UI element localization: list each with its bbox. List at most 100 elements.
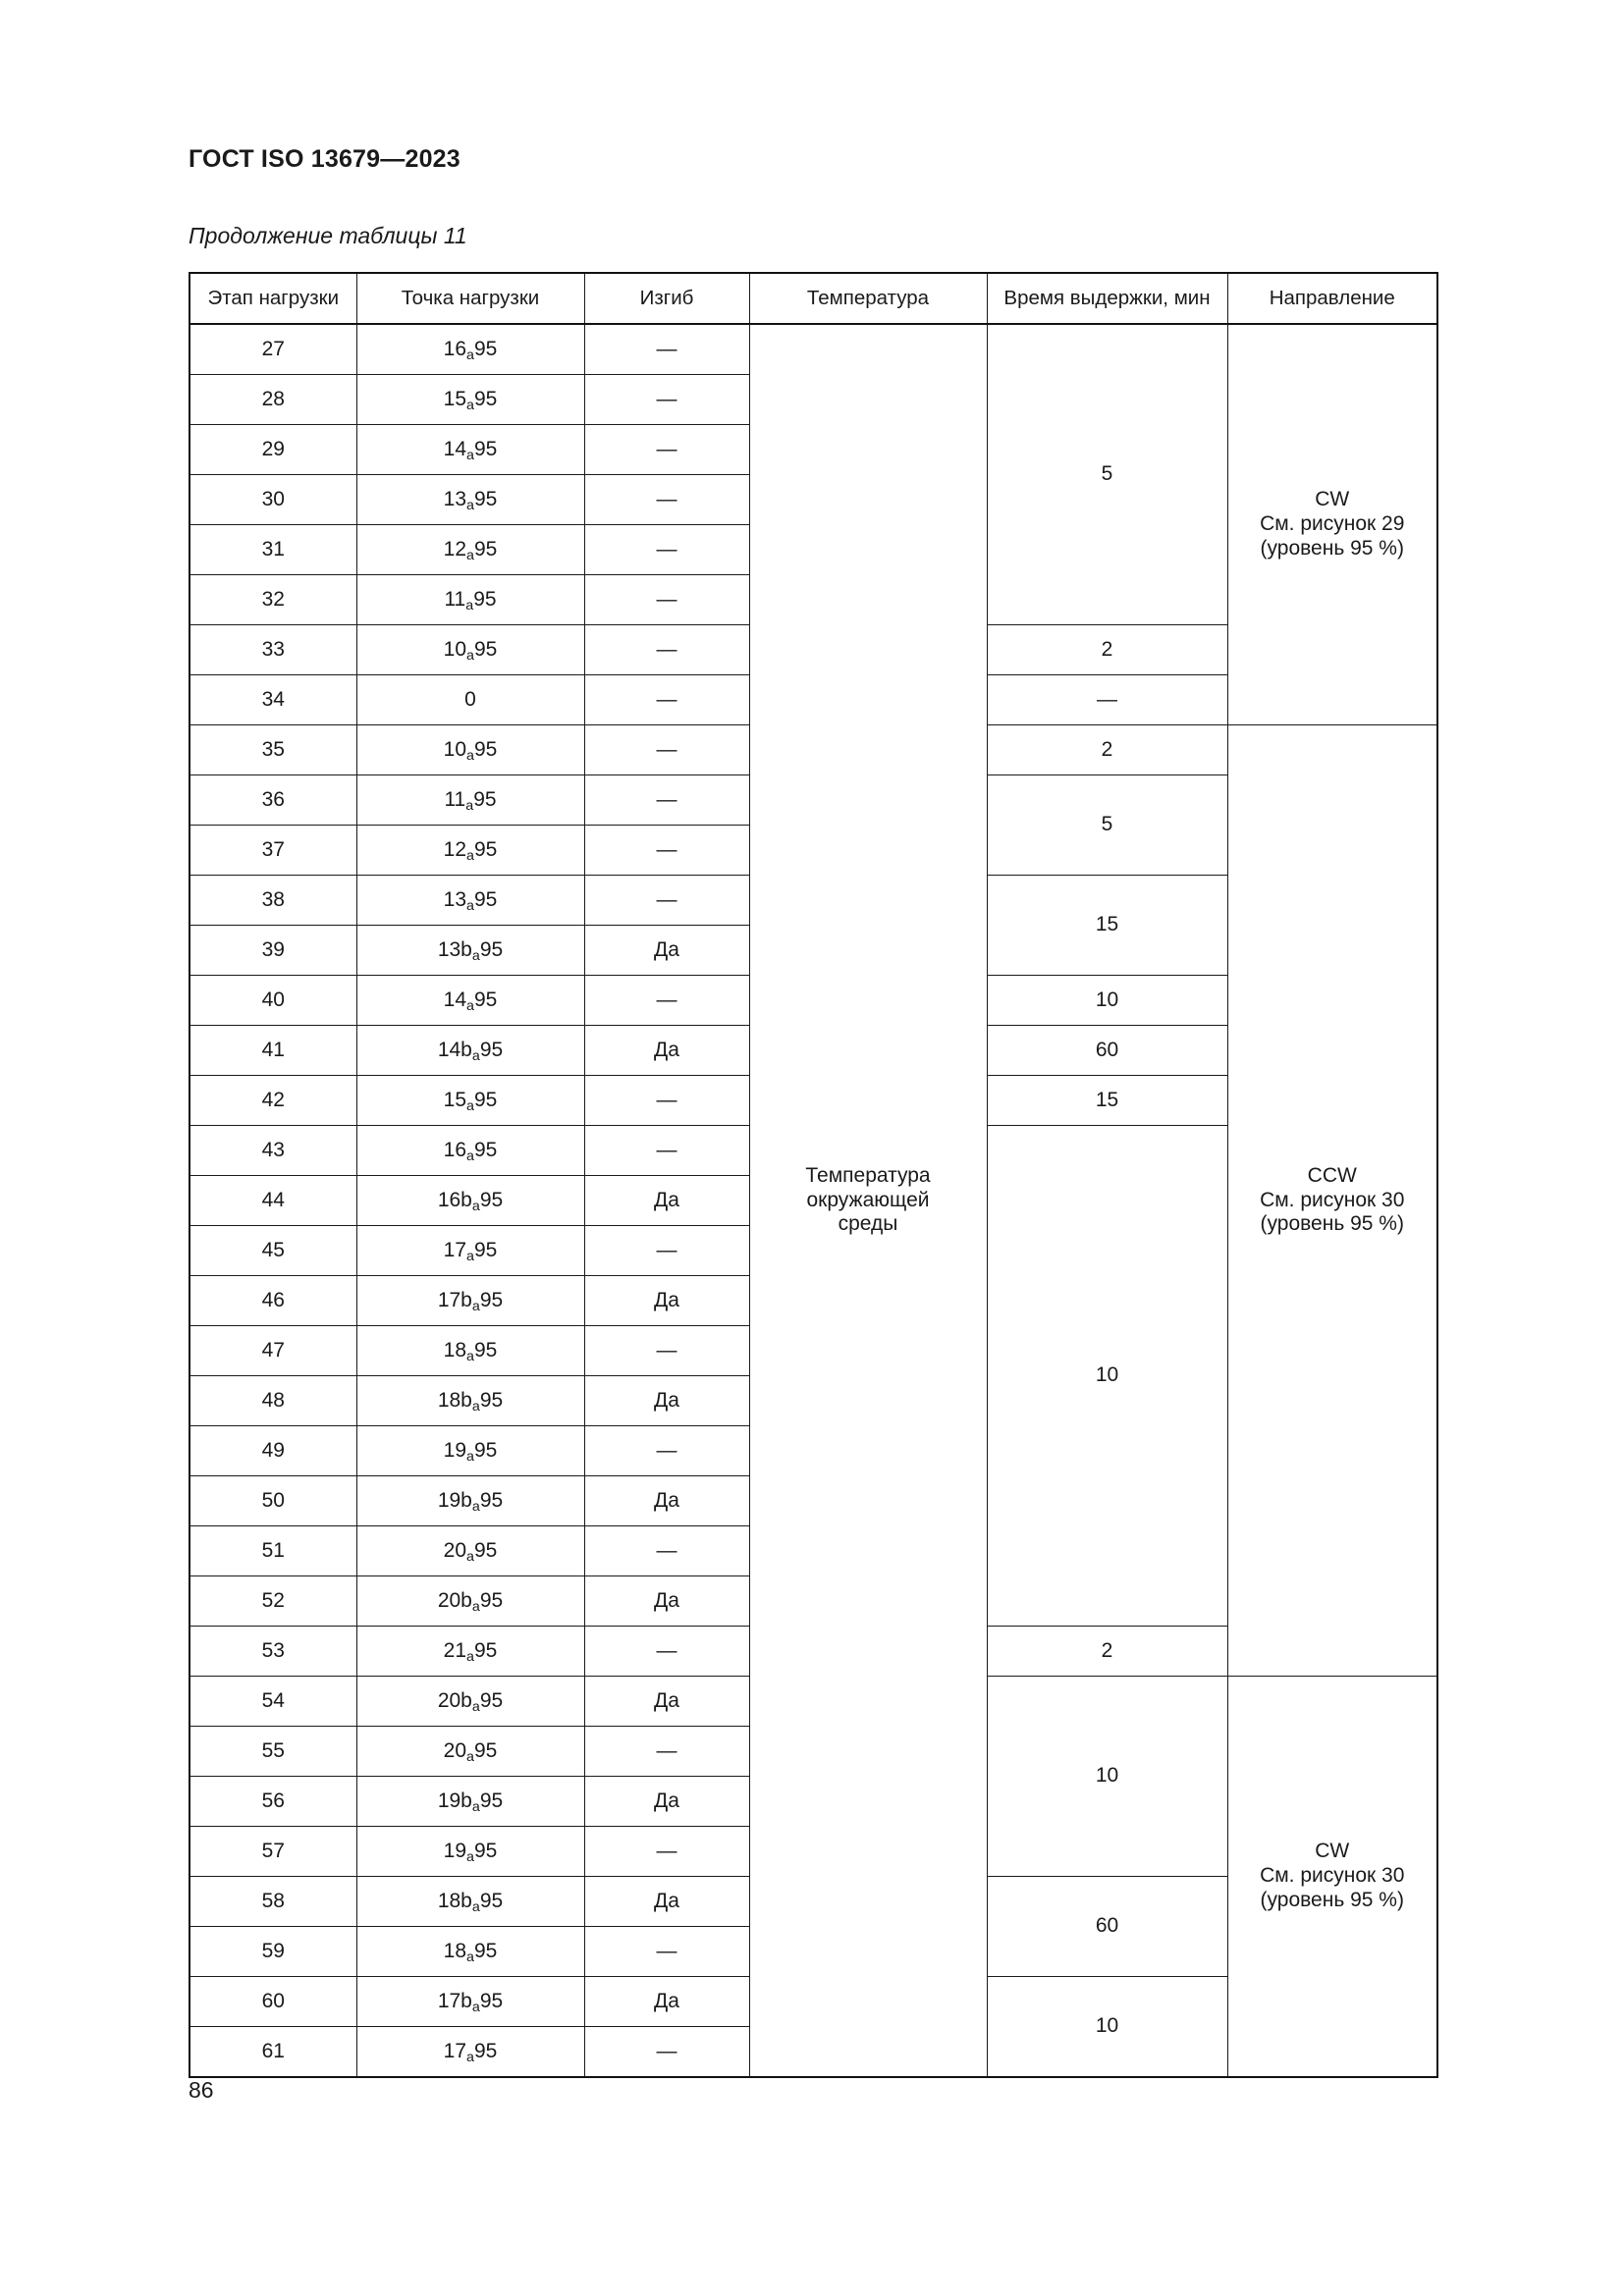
cell-load-point: 12a95: [355, 524, 585, 575]
table-row: 43 16a95 — 10: [189, 1125, 1437, 1627]
cell-hold-time: 5: [986, 774, 1228, 876]
cell-bend: Да: [583, 1976, 750, 2027]
cell-load-stage: 28: [189, 374, 357, 425]
load-schedule-table: Этап нагрузки Точка нагрузки Изгиб Темпе…: [189, 272, 1438, 2078]
column-header-bend: Изгиб: [583, 272, 750, 325]
table-row: 28 15a95—: [189, 374, 1437, 425]
table-row: 45 17a95—: [189, 1225, 1437, 1276]
cell-load-stage: 49: [189, 1425, 357, 1476]
table-row: 41 14ba95 Да 60: [189, 1025, 1437, 1076]
cell-load-point: 20a95: [355, 1726, 585, 1777]
cell-bend: —: [583, 624, 750, 675]
cell-load-stage: 35: [189, 724, 357, 775]
cell-bend: —: [583, 1225, 750, 1276]
table-row: 57 19a95—: [189, 1826, 1437, 1877]
cell-bend: —: [583, 1325, 750, 1376]
cell-bend: —: [583, 1425, 750, 1476]
cell-load-point: 17ba95: [355, 1976, 585, 2027]
cell-load-point: 14a95: [355, 424, 585, 475]
cell-load-point: 13a95: [355, 875, 585, 926]
cell-load-stage: 59: [189, 1926, 357, 1977]
cell-bend: —: [583, 1525, 750, 1576]
cell-direction: CW См. рисунок 30 (уровень 95 %): [1226, 1676, 1438, 2078]
cell-load-point: 18a95: [355, 1926, 585, 1977]
cell-load-stage: 27: [189, 323, 357, 375]
cell-direction: CCW См. рисунок 30 (уровень 95 %): [1226, 724, 1438, 1677]
cell-bend: —: [583, 1075, 750, 1126]
cell-load-point: 11a95: [355, 774, 585, 826]
cell-hold-time: 10: [986, 975, 1228, 1026]
table-row: 44 16ba95 Да: [189, 1175, 1437, 1226]
cell-load-point: 13ba95: [355, 925, 585, 976]
cell-load-stage: 38: [189, 875, 357, 926]
cell-hold-time: 60: [986, 1025, 1228, 1076]
cell-load-stage: 55: [189, 1726, 357, 1777]
cell-load-stage: 58: [189, 1876, 357, 1927]
cell-bend: —: [583, 1926, 750, 1977]
temperature-text-line: Температура: [805, 1163, 931, 1187]
cell-bend: Да: [583, 1575, 750, 1627]
cell-load-stage: 30: [189, 474, 357, 525]
cell-bend: —: [583, 825, 750, 876]
cell-bend: Да: [583, 1025, 750, 1076]
cell-hold-time: 15: [986, 875, 1228, 976]
cell-load-stage: 47: [189, 1325, 357, 1376]
cell-load-stage: 54: [189, 1676, 357, 1727]
cell-bend: —: [583, 774, 750, 826]
cell-load-point: 20a95: [355, 1525, 585, 1576]
cell-load-point: 10a95: [355, 624, 585, 675]
column-header-direction: Направление: [1226, 272, 1438, 325]
cell-load-point: 13a95: [355, 474, 585, 525]
table-body: 27 16a95— Температура окружающей среды 5 CW См.…: [189, 323, 1438, 2078]
direction-text-line: (уровень 95 %): [1260, 536, 1404, 560]
cell-bend: —: [583, 674, 750, 725]
cell-direction: CW См. рисунок 29 (уровень 95 %): [1226, 323, 1438, 725]
cell-bend: —: [583, 1826, 750, 1877]
cell-load-stage: 41: [189, 1025, 357, 1076]
cell-load-point: 19a95: [355, 1826, 585, 1877]
cell-load-stage: 57: [189, 1826, 357, 1877]
cell-bend: —: [583, 323, 750, 375]
table-row: 27 16a95— Температура окружающей среды 5 CW См.…: [189, 323, 1438, 2078]
table-row: 61 17a95—: [189, 2026, 1437, 2078]
cell-bend: Да: [583, 1676, 750, 1727]
cell-load-stage: 29: [189, 424, 357, 475]
cell-hold-time: 2: [986, 1626, 1228, 1677]
table-row: 59 18a95—: [189, 1926, 1437, 1977]
cell-load-point: 16a95: [355, 1125, 585, 1176]
cell-load-stage: 43: [189, 1125, 357, 1176]
cell-hold-time: 60: [986, 1876, 1228, 1977]
cell-hold-time: 15: [986, 1075, 1228, 1126]
table-row: 54 20ba95 Да 10 CW См. рисунок 30 (уровень 95 …: [189, 1676, 1438, 2078]
table-row: 40 14a95— 10: [189, 975, 1437, 1026]
table-caption: Продолжение таблицы 11: [189, 223, 467, 248]
cell-hold-time: 2: [986, 624, 1228, 675]
cell-load-point: 12a95: [355, 825, 585, 876]
cell-bend: —: [583, 2026, 750, 2078]
cell-load-point: 14a95: [355, 975, 585, 1026]
cell-load-stage: 33: [189, 624, 357, 675]
cell-hold-time: 2: [986, 724, 1228, 775]
table-row: 30 13a95—: [189, 474, 1437, 525]
column-header-stage: Этап нагрузки: [189, 272, 357, 325]
cell-load-point: 18a95: [355, 1325, 585, 1376]
temperature-text-line: окружающей: [806, 1188, 930, 1211]
cell-bend: —: [583, 524, 750, 575]
cell-load-stage: 42: [189, 1075, 357, 1126]
table-row: 37 12a95—: [189, 825, 1437, 876]
table-row: 53 21a95— 2: [189, 1626, 1437, 1677]
direction-text-line: CW: [1315, 488, 1350, 511]
cell-load-point: 17ba95: [355, 1275, 585, 1326]
cell-load-point: 18ba95: [355, 1375, 585, 1426]
cell-load-point: 16a95: [355, 323, 585, 375]
table-row: 50 19ba95 Да: [189, 1475, 1437, 1526]
cell-load-stage: 60: [189, 1976, 357, 2027]
table-row: 29 14a95—: [189, 424, 1437, 475]
cell-load-stage: 39: [189, 925, 357, 976]
table-row: 31 12a95—: [189, 524, 1437, 575]
cell-hold-time: 10: [986, 1125, 1228, 1627]
column-header-temperature: Температура: [748, 272, 988, 325]
cell-load-stage: 56: [189, 1776, 357, 1827]
table-row: 38 13a95— 15: [189, 875, 1437, 976]
cell-bend: —: [583, 1726, 750, 1777]
